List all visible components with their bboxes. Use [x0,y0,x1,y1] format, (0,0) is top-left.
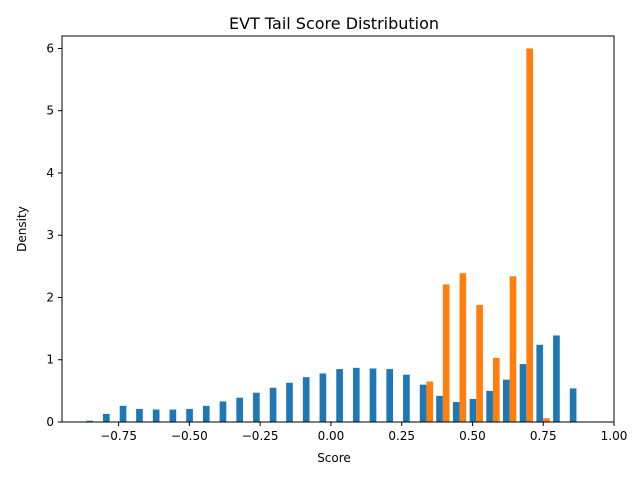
series-a-bar [319,373,327,422]
x-tick-label: −0.75 [100,429,137,443]
y-tick-label: 1 [46,353,54,367]
series-a-bar [86,420,93,422]
series-b-bar [476,304,483,422]
series-a-bar [452,402,460,422]
series-a-bar [536,344,544,422]
x-tick-label: 0.25 [388,429,415,443]
series-a-bar [269,387,277,422]
x-axis-ticks: −0.75 −0.50 −0.25 0.00 0.25 0.50 0.75 1.00 [100,422,627,443]
series-a-bar [403,374,410,422]
y-axis-label: Density [15,206,29,252]
series-a-bar [502,379,510,422]
x-tick-label: 0.75 [530,429,557,443]
x-tick-label: −0.25 [242,429,279,443]
x-tick-label: −0.50 [171,429,208,443]
y-tick-label: 6 [46,41,54,55]
series-a-bar [569,388,577,422]
series-a-bars [86,335,577,422]
series-a-bar [169,409,177,422]
series-a-bar [152,409,160,422]
series-a-bar [253,392,260,422]
plot-frame [61,35,615,423]
series-b-bar [459,273,467,422]
series-b-bar [509,276,517,422]
series-b-bar [426,381,434,422]
series-b-bar [543,418,550,422]
y-tick-label: 3 [46,228,54,242]
series-a-bar [136,408,143,422]
x-tick-label: 1.00 [601,429,628,443]
series-a-bar [219,401,227,422]
y-tick-label: 4 [46,166,54,180]
series-a-bar [336,369,343,422]
y-tick-label: 2 [46,290,54,304]
x-axis-label: Score [317,451,351,465]
series-a-bar [236,397,243,422]
series-a-bar [486,390,493,422]
y-tick-label: 0 [46,415,54,429]
series-a-bar [419,384,427,422]
series-a-bar [369,368,377,422]
series-a-bar [553,335,560,422]
series-a-bar [436,395,443,422]
series-a-bar [286,382,293,422]
series-a-bar [103,413,110,422]
series-a-bar [186,408,193,422]
y-tick-label: 5 [46,104,54,118]
series-a-bar [302,377,310,422]
series-a-bar [519,364,527,422]
series-a-bar [119,405,127,422]
series-a-bar [202,405,210,422]
series-a-bar [352,367,360,422]
series-b-bar [526,48,534,423]
series-b-bar [442,284,450,422]
chart-title: EVT Tail Score Distribution [229,14,439,33]
y-axis-ticks: 0 1 2 3 4 5 6 [46,41,62,429]
series-b-bar [492,357,500,422]
series-a-bar [469,398,477,422]
x-tick-label: 0.50 [459,429,486,443]
x-tick-label: 0.00 [318,429,345,443]
series-a-bar [386,369,394,422]
